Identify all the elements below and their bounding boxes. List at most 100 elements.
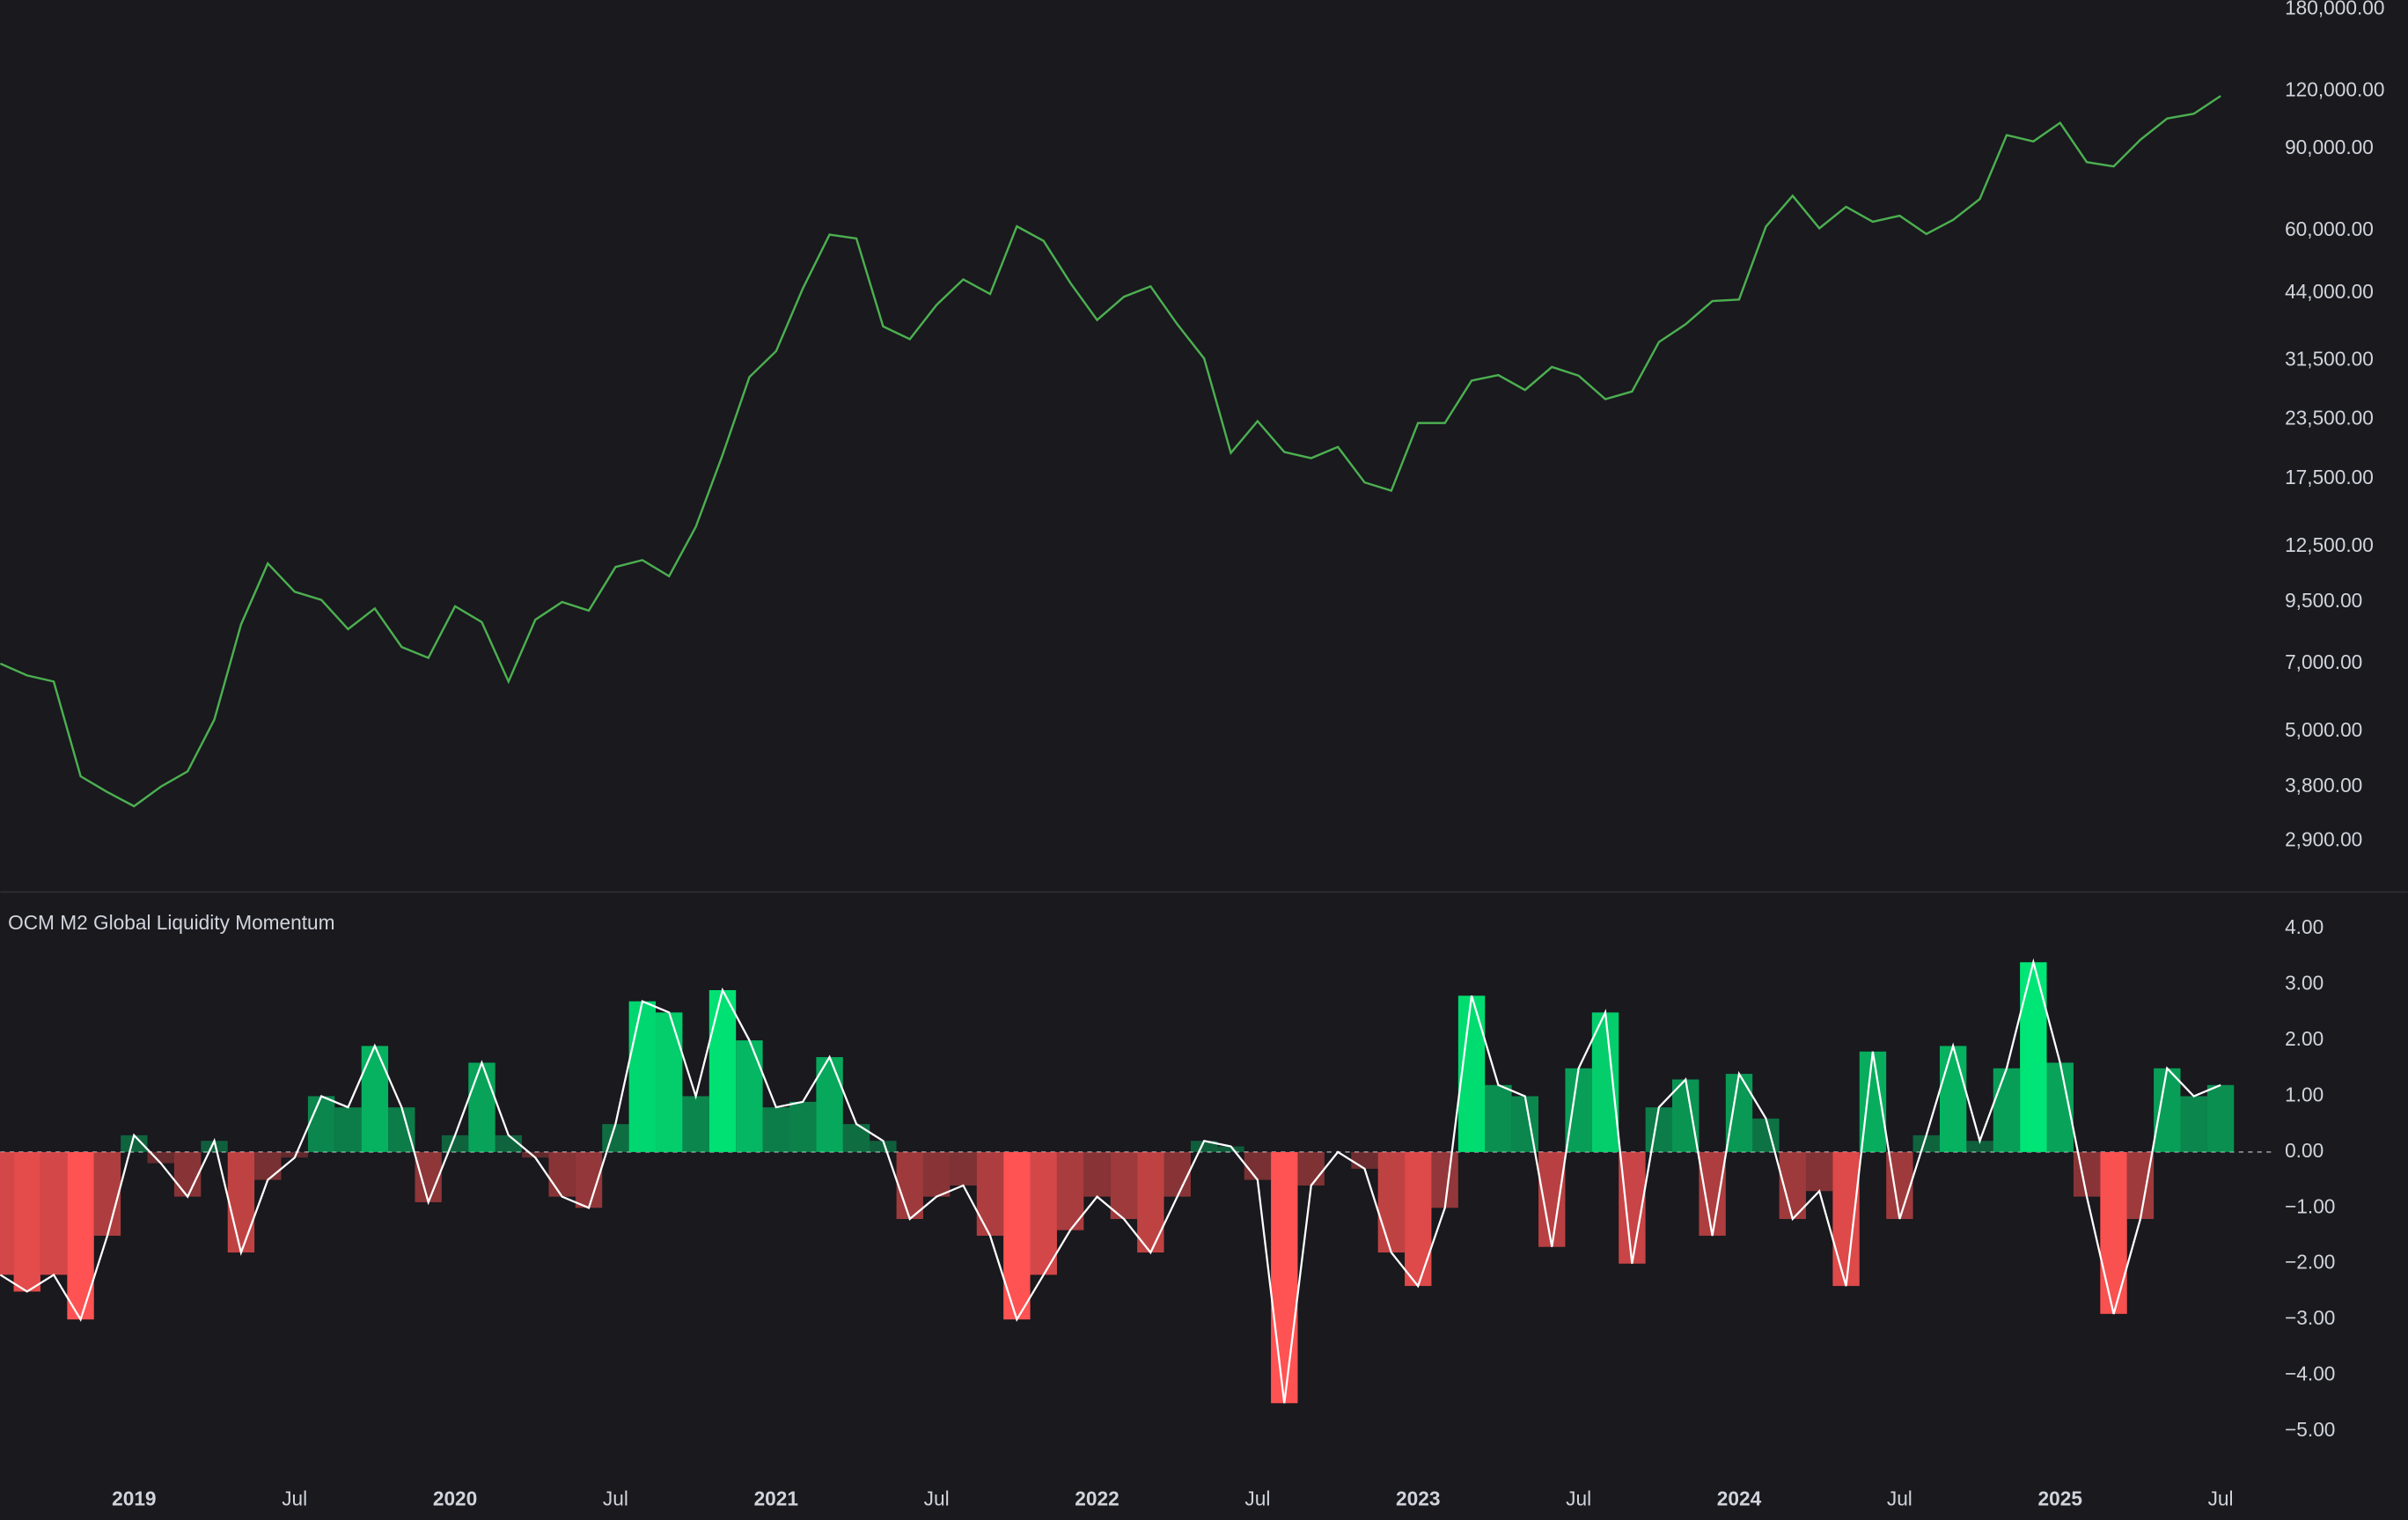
y-tick-label: 17,500.00 (2285, 466, 2374, 488)
momentum-bar (2020, 962, 2047, 1152)
momentum-bar (227, 1151, 255, 1253)
y-tick-label: −1.00 (2285, 1194, 2335, 1217)
y-tick-label: −2.00 (2285, 1251, 2335, 1274)
momentum-bar (1164, 1151, 1191, 1197)
momentum-bar (1752, 1118, 1780, 1152)
momentum-bar (1565, 1068, 1592, 1152)
momentum-bar (254, 1151, 282, 1180)
momentum-bar (495, 1134, 523, 1152)
y-tick-label: 9,500.00 (2285, 589, 2362, 612)
momentum-bar (682, 1096, 709, 1152)
momentum-bar (1591, 1012, 1619, 1152)
momentum-bar (67, 1151, 94, 1320)
momentum-bar (281, 1151, 308, 1158)
momentum-bar (950, 1151, 977, 1186)
momentum-bar (789, 1101, 817, 1152)
momentum-bar (1993, 1068, 2021, 1152)
indicator-title: OCM M2 Global Liquidity Momentum (8, 911, 334, 934)
x-tick-label: 2023 (1396, 1487, 1440, 1509)
momentum-bar (1351, 1151, 1378, 1169)
momentum-bar (1966, 1141, 1993, 1152)
momentum-bar (1297, 1151, 1325, 1186)
y-tick-label: 7,000.00 (2285, 650, 2362, 673)
y-tick-label: −3.00 (2285, 1306, 2335, 1329)
momentum-bar (1832, 1151, 1860, 1287)
momentum-bar (361, 1046, 389, 1152)
momentum-bar (93, 1151, 121, 1237)
momentum-bar (1645, 1107, 1673, 1152)
momentum-bar (1377, 1151, 1406, 1253)
momentum-bar (762, 1107, 789, 1152)
y-tick-label: −5.00 (2285, 1418, 2335, 1441)
x-tick-label: Jul (1566, 1487, 1591, 1509)
momentum-bar (548, 1151, 576, 1197)
y-tick-label: 31,500.00 (2285, 348, 2374, 371)
y-tick-label: 0.00 (2285, 1139, 2324, 1162)
momentum-bar (1190, 1141, 1218, 1152)
momentum-bar (173, 1151, 202, 1197)
momentum-bar (522, 1151, 549, 1158)
momentum-bar (1405, 1151, 1432, 1287)
momentum-line (0, 958, 2221, 1404)
momentum-bar (656, 1012, 683, 1152)
momentum-bar (121, 1134, 148, 1152)
momentum-bar (1485, 1084, 1512, 1152)
momentum-bar (602, 1124, 629, 1152)
y-tick-label: 120,000.00 (2285, 77, 2384, 100)
momentum-bar (1725, 1074, 1753, 1152)
momentum-bar (896, 1151, 923, 1219)
x-tick-label: 2025 (2038, 1487, 2082, 1509)
momentum-bar (468, 1062, 496, 1152)
momentum-bar (1083, 1151, 1111, 1197)
momentum-bar (307, 1096, 335, 1152)
momentum-bar (1271, 1151, 1298, 1404)
momentum-bar (1699, 1151, 1726, 1237)
y-tick-label: 2,900.00 (2285, 828, 2362, 851)
momentum-bar (1056, 1151, 1084, 1230)
momentum-bar (1003, 1151, 1031, 1320)
x-tick-label: Jul (603, 1487, 628, 1509)
momentum-bar (2154, 1068, 2181, 1152)
momentum-bar (2073, 1151, 2101, 1197)
x-tick-label: Jul (924, 1487, 950, 1509)
y-tick-label: 180,000.00 (2285, 0, 2384, 18)
y-tick-label: 90,000.00 (2285, 136, 2374, 158)
momentum-bar (842, 1124, 870, 1152)
momentum-bar (334, 1107, 362, 1152)
momentum-bar (201, 1141, 228, 1152)
y-tick-label: 12,500.00 (2285, 533, 2374, 556)
momentum-bar (1030, 1151, 1057, 1275)
momentum-bar (1244, 1151, 1272, 1180)
momentum-bar (976, 1151, 1004, 1237)
y-tick-label: 2.00 (2285, 1027, 2324, 1050)
momentum-bar (2100, 1151, 2127, 1314)
momentum-bar (922, 1151, 951, 1197)
momentum-bar (2180, 1096, 2207, 1152)
x-tick-label: 2021 (754, 1487, 798, 1509)
x-tick-label: Jul (2208, 1487, 2234, 1509)
x-tick-label: Jul (1244, 1487, 1270, 1509)
momentum-bar (1431, 1151, 1458, 1208)
momentum-bar (1137, 1151, 1164, 1253)
momentum-bar (628, 1001, 657, 1152)
momentum-bar (13, 1151, 40, 1292)
momentum-bar (2206, 1084, 2235, 1152)
momentum-bar (415, 1151, 442, 1202)
momentum-bar (1939, 1046, 1967, 1152)
x-tick-label: Jul (282, 1487, 307, 1509)
x-tick-label: 2022 (1075, 1487, 1119, 1509)
momentum-bar (1912, 1134, 1940, 1152)
y-tick-label: 5,000.00 (2285, 718, 2362, 741)
x-tick-label: 2024 (1717, 1487, 1762, 1509)
momentum-bar (1217, 1146, 1244, 1152)
x-tick-label: Jul (1887, 1487, 1912, 1509)
momentum-bar (441, 1134, 469, 1152)
momentum-bar (1672, 1079, 1700, 1152)
momentum-bar (0, 1151, 14, 1275)
x-tick-label: 2020 (433, 1487, 477, 1509)
momentum-bar (870, 1141, 897, 1152)
y-tick-label: −4.00 (2285, 1362, 2335, 1385)
y-tick-label: 60,000.00 (2285, 217, 2374, 240)
